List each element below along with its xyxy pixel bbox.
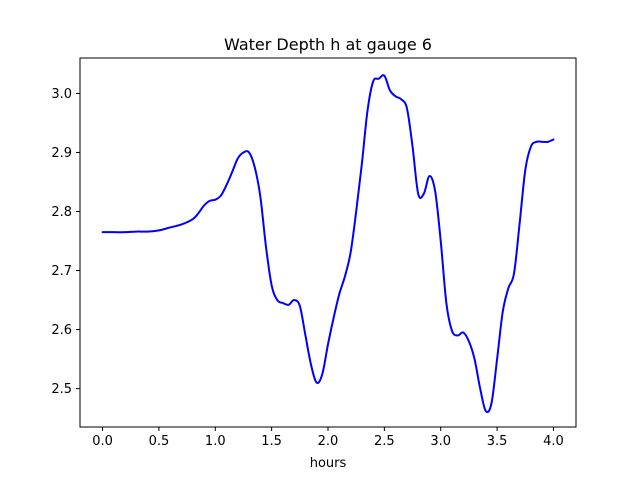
x-tick-label: 1.5 [261, 434, 282, 449]
chart-title: Water Depth h at gauge 6 [224, 35, 432, 54]
x-tick-label: 1.0 [205, 434, 226, 449]
x-tick-label: 2.0 [318, 434, 339, 449]
y-tick-label: 3.0 [51, 87, 72, 102]
x-axis-label: hours [310, 456, 347, 471]
x-tick-label: 2.5 [374, 434, 395, 449]
series-line-0 [101, 74, 555, 414]
axes-frame [79, 57, 577, 428]
x-tick-label: 4.0 [543, 434, 564, 449]
plot-area [101, 74, 555, 414]
x-tick-label: 0.5 [149, 434, 170, 449]
y-tick-label: 2.9 [51, 146, 72, 161]
y-tick-label: 2.8 [51, 205, 72, 220]
y-tick-label: 2.5 [51, 382, 72, 397]
y-tick-label: 2.6 [51, 323, 72, 338]
x-axis: 0.0 0.5 1.0 1.5 2.0 2.5 3.0 3.5 4.0 [92, 427, 564, 449]
x-tick-label: 3.5 [487, 434, 508, 449]
x-tick-label: 3.0 [430, 434, 451, 449]
y-axis: 2.5 2.6 2.7 2.8 2.9 3.0 [51, 87, 80, 397]
x-tick-label: 0.0 [92, 434, 113, 449]
y-tick-label: 2.7 [51, 264, 72, 279]
